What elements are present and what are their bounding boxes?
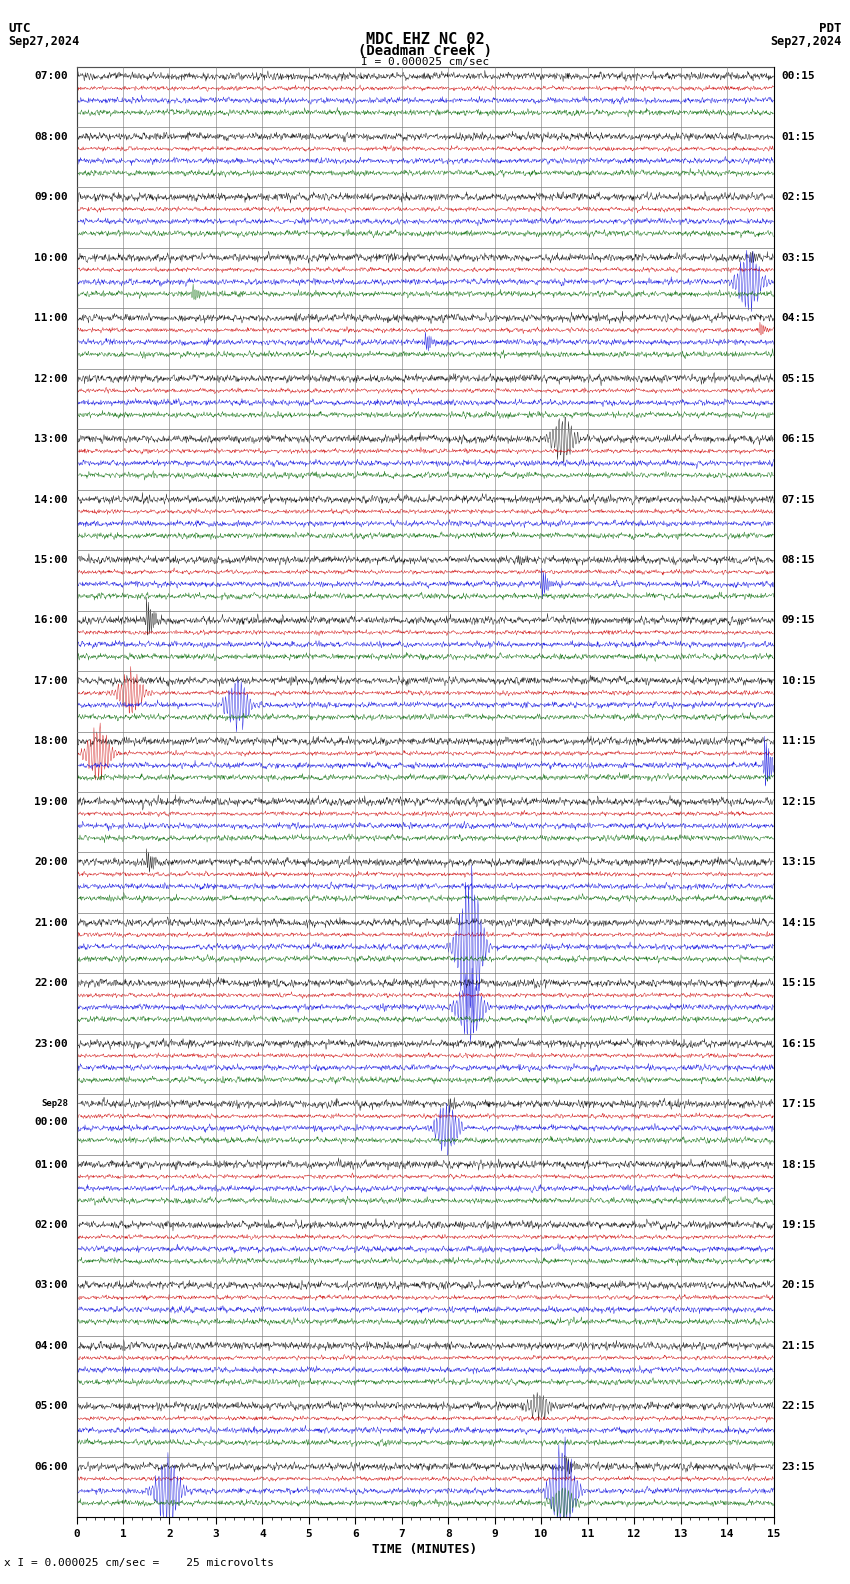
Text: 10:00: 10:00 bbox=[34, 253, 68, 263]
Text: 04:00: 04:00 bbox=[34, 1342, 68, 1351]
Text: 12:15: 12:15 bbox=[782, 797, 816, 806]
Text: 05:00: 05:00 bbox=[34, 1402, 68, 1411]
Text: 17:15: 17:15 bbox=[782, 1099, 816, 1109]
Text: Sep28: Sep28 bbox=[42, 1099, 68, 1109]
Text: 09:00: 09:00 bbox=[34, 192, 68, 203]
Text: Sep27,2024: Sep27,2024 bbox=[8, 35, 80, 48]
Text: 07:15: 07:15 bbox=[782, 494, 816, 505]
Text: Sep27,2024: Sep27,2024 bbox=[770, 35, 842, 48]
Text: 23:15: 23:15 bbox=[782, 1462, 816, 1472]
Text: 22:00: 22:00 bbox=[34, 979, 68, 988]
Text: UTC: UTC bbox=[8, 22, 31, 35]
Text: 04:15: 04:15 bbox=[782, 314, 816, 323]
Text: 18:15: 18:15 bbox=[782, 1159, 816, 1169]
Text: 00:15: 00:15 bbox=[782, 71, 816, 81]
Text: 03:15: 03:15 bbox=[782, 253, 816, 263]
Text: 02:15: 02:15 bbox=[782, 192, 816, 203]
Text: 06:00: 06:00 bbox=[34, 1462, 68, 1472]
Text: 17:00: 17:00 bbox=[34, 676, 68, 686]
Text: 20:15: 20:15 bbox=[782, 1280, 816, 1291]
Text: 15:00: 15:00 bbox=[34, 554, 68, 565]
X-axis label: TIME (MINUTES): TIME (MINUTES) bbox=[372, 1543, 478, 1557]
Text: x I = 0.000025 cm/sec =    25 microvolts: x I = 0.000025 cm/sec = 25 microvolts bbox=[4, 1559, 275, 1568]
Text: 22:15: 22:15 bbox=[782, 1402, 816, 1411]
Text: 19:15: 19:15 bbox=[782, 1220, 816, 1231]
Text: 13:00: 13:00 bbox=[34, 434, 68, 444]
Text: 01:00: 01:00 bbox=[34, 1159, 68, 1169]
Text: 15:15: 15:15 bbox=[782, 979, 816, 988]
Text: 07:00: 07:00 bbox=[34, 71, 68, 81]
Text: 11:15: 11:15 bbox=[782, 737, 816, 746]
Text: 19:00: 19:00 bbox=[34, 797, 68, 806]
Text: 03:00: 03:00 bbox=[34, 1280, 68, 1291]
Text: 14:15: 14:15 bbox=[782, 917, 816, 928]
Text: MDC EHZ NC 02: MDC EHZ NC 02 bbox=[366, 32, 484, 46]
Text: 13:15: 13:15 bbox=[782, 857, 816, 868]
Text: 20:00: 20:00 bbox=[34, 857, 68, 868]
Text: (Deadman Creek ): (Deadman Creek ) bbox=[358, 44, 492, 59]
Text: 10:15: 10:15 bbox=[782, 676, 816, 686]
Text: 18:00: 18:00 bbox=[34, 737, 68, 746]
Text: 08:15: 08:15 bbox=[782, 554, 816, 565]
Text: 05:15: 05:15 bbox=[782, 374, 816, 383]
Text: 01:15: 01:15 bbox=[782, 131, 816, 143]
Text: 02:00: 02:00 bbox=[34, 1220, 68, 1231]
Text: 00:00: 00:00 bbox=[34, 1117, 68, 1128]
Text: I = 0.000025 cm/sec: I = 0.000025 cm/sec bbox=[361, 57, 489, 67]
Text: 14:00: 14:00 bbox=[34, 494, 68, 505]
Text: 06:15: 06:15 bbox=[782, 434, 816, 444]
Text: 11:00: 11:00 bbox=[34, 314, 68, 323]
Text: 21:00: 21:00 bbox=[34, 917, 68, 928]
Text: PDT: PDT bbox=[819, 22, 842, 35]
Text: 16:00: 16:00 bbox=[34, 616, 68, 626]
Text: 12:00: 12:00 bbox=[34, 374, 68, 383]
Text: 08:00: 08:00 bbox=[34, 131, 68, 143]
Text: 23:00: 23:00 bbox=[34, 1039, 68, 1049]
Text: 16:15: 16:15 bbox=[782, 1039, 816, 1049]
Text: 21:15: 21:15 bbox=[782, 1342, 816, 1351]
Text: 09:15: 09:15 bbox=[782, 616, 816, 626]
